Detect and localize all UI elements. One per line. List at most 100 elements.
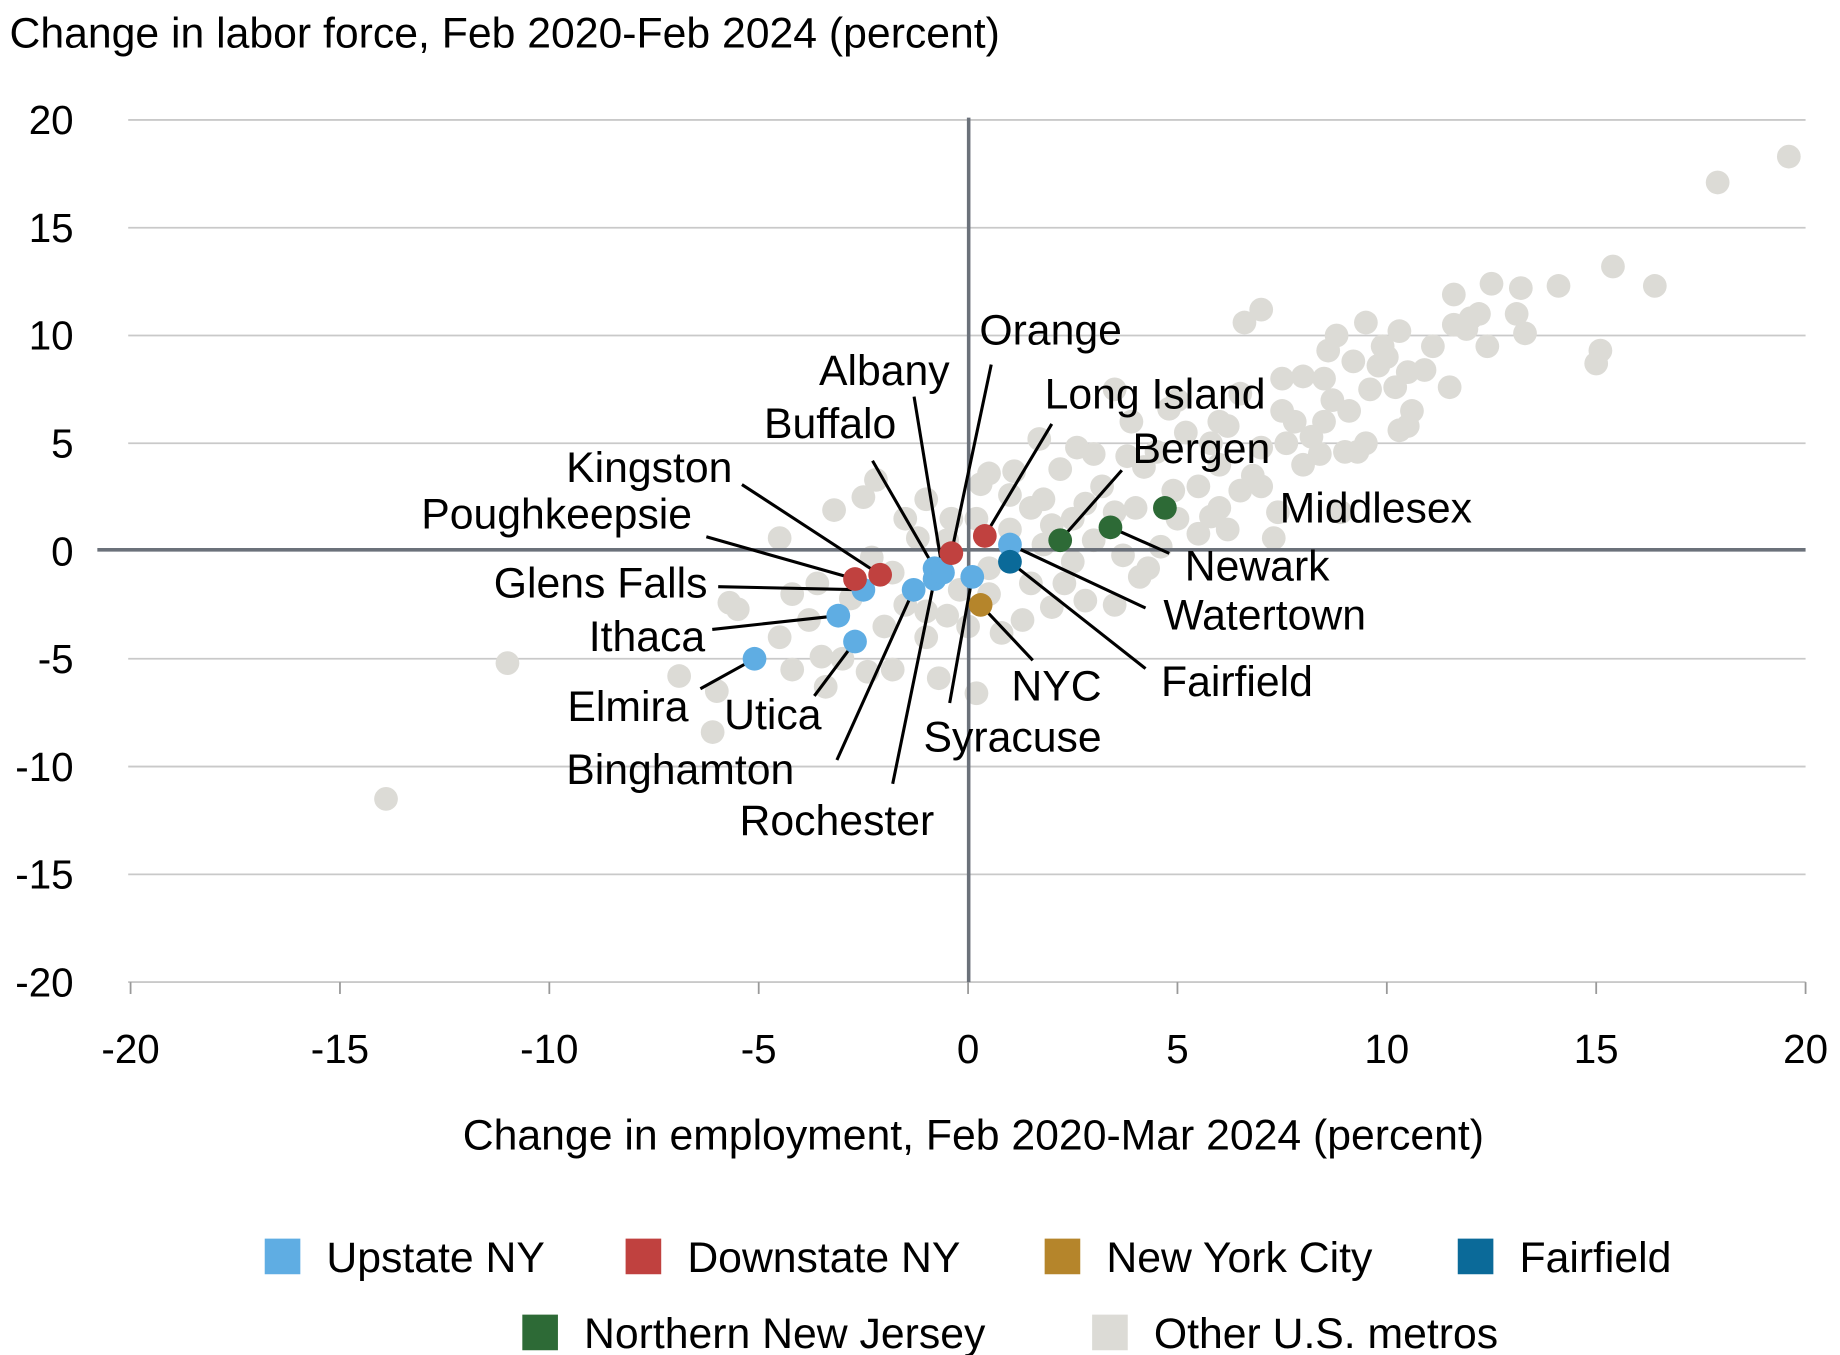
leader-line-fairfield — [1008, 560, 1147, 670]
point-poughkeepsie — [843, 567, 867, 591]
point-fairfield — [998, 549, 1022, 574]
x-tick-label: 0 — [957, 1026, 979, 1072]
point-elmira — [742, 646, 767, 671]
other-metro-point — [1060, 549, 1085, 574]
other-metro-point — [667, 664, 692, 688]
leader-line-buffalo — [871, 459, 936, 570]
other-metro-point — [1270, 366, 1295, 391]
other-metro-point — [926, 666, 951, 691]
other-metro-point — [1048, 457, 1073, 481]
leader-line-kingston — [741, 483, 881, 577]
other-metro-point — [767, 625, 792, 650]
other-metro-point — [1421, 334, 1445, 359]
other-metro-point — [1052, 571, 1077, 596]
leader-lines — [699, 364, 1174, 785]
other-metro-point — [1102, 377, 1127, 402]
other-metro-point — [374, 787, 398, 811]
other-metro-point — [1370, 334, 1395, 359]
other-metro-point — [872, 614, 897, 639]
other-metro-point — [780, 582, 805, 607]
label-fairfield: Fairfield — [1161, 658, 1313, 706]
other-metro-point — [1337, 399, 1362, 423]
other-metro-point — [880, 657, 905, 682]
legend-label-downstate: Downstate NY — [687, 1234, 960, 1282]
other-metro-point — [767, 526, 792, 550]
other-metro-point — [1316, 338, 1341, 363]
other-metro-point — [813, 674, 838, 699]
other-metro-point — [495, 651, 520, 675]
y-tick-label: -5 — [38, 636, 74, 682]
other-metro-point — [780, 657, 805, 682]
other-metro-point — [1081, 528, 1106, 553]
other-metro-point — [1119, 409, 1144, 434]
other-metro-point — [1776, 144, 1801, 169]
legend-swatch-upstate — [264, 1238, 301, 1275]
point-bergen — [1048, 528, 1073, 553]
leader-line-long-island — [983, 423, 1054, 537]
leader-line-syracuse — [948, 576, 974, 704]
y-tick-label: 20 — [29, 97, 74, 143]
other-metro-point — [1458, 306, 1483, 331]
x-tick-label: -5 — [741, 1026, 777, 1072]
other-metro-point — [1266, 500, 1290, 525]
other-metro-point — [1090, 474, 1114, 499]
point-newark — [1098, 515, 1123, 540]
other-metro-point — [989, 621, 1014, 645]
y-tick-label: 0 — [51, 528, 73, 574]
legend-label-fairfield: Fairfield — [1519, 1234, 1671, 1282]
other-metro-point — [1642, 274, 1667, 298]
other-metro-point — [914, 487, 939, 512]
legend-label-other: Other U.S. metros — [1154, 1310, 1498, 1355]
legend-swatch-nyc — [1044, 1238, 1081, 1275]
other-metro-point — [1019, 496, 1043, 520]
point-utica — [843, 629, 867, 654]
other-metro-point — [1475, 334, 1500, 359]
other-metro-point — [1232, 310, 1257, 335]
other-metro-point — [704, 679, 729, 704]
other-metro-point — [1546, 274, 1571, 298]
other-metro-point — [1186, 474, 1211, 499]
label-buffalo: Buffalo — [764, 400, 896, 448]
other-metro-point — [1173, 420, 1198, 445]
other-metro-point — [1387, 418, 1412, 443]
legend: Upstate NY Downstate NY New York City Fairf… — [264, 1234, 1671, 1355]
x-tick-labels: -20 -15 -10 -5 0 5 10 15 20 — [101, 1026, 1828, 1072]
leader-line-albany — [912, 396, 945, 573]
other-metro-point — [1705, 170, 1730, 195]
y-tick-label: 15 — [29, 205, 74, 251]
x-tick-label: -10 — [520, 1026, 578, 1072]
other-metro-point — [1215, 517, 1240, 542]
leader-line-poughkeepsie — [705, 535, 856, 581]
other-metro-point — [1249, 297, 1274, 322]
label-newark: Newark — [1185, 543, 1330, 591]
other-metro-point — [1144, 440, 1169, 464]
other-metro-point — [1019, 571, 1043, 596]
other-metro-point — [1136, 556, 1161, 581]
point-labels: Elmira Utica Ithaca Glens Falls Poughkeepsie… — [421, 306, 1472, 844]
label-binghamton: Binghamton — [566, 746, 794, 794]
other-metro-point — [1215, 414, 1240, 438]
label-bergen: Bergen — [1132, 425, 1270, 473]
leader-line-glens-falls — [718, 585, 864, 592]
other-metro-point — [1341, 349, 1366, 374]
leader-line-rochester — [891, 578, 937, 785]
label-syracuse: Syracuse — [924, 714, 1102, 762]
label-long-island: Long Island — [1045, 371, 1266, 419]
label-utica: Utica — [724, 691, 822, 739]
leader-line-orange — [949, 364, 993, 554]
other-metro-point — [1010, 608, 1035, 632]
label-watertown: Watertown — [1163, 591, 1366, 639]
other-metro-point — [1261, 526, 1286, 550]
other-metro-point — [1291, 364, 1315, 389]
other-metro-point — [1328, 500, 1353, 525]
legend-label-nj: Northern New Jersey — [584, 1310, 986, 1355]
other-metro-point — [1412, 358, 1437, 382]
other-metro-point — [822, 498, 846, 522]
other-metro-point — [1437, 375, 1462, 400]
other-metro-point — [1123, 496, 1148, 520]
leader-line-watertown — [1009, 543, 1147, 610]
label-ithaca: Ithaca — [589, 613, 706, 661]
y-tick-label: -20 — [15, 959, 73, 1005]
other-metro-point — [1307, 442, 1332, 466]
